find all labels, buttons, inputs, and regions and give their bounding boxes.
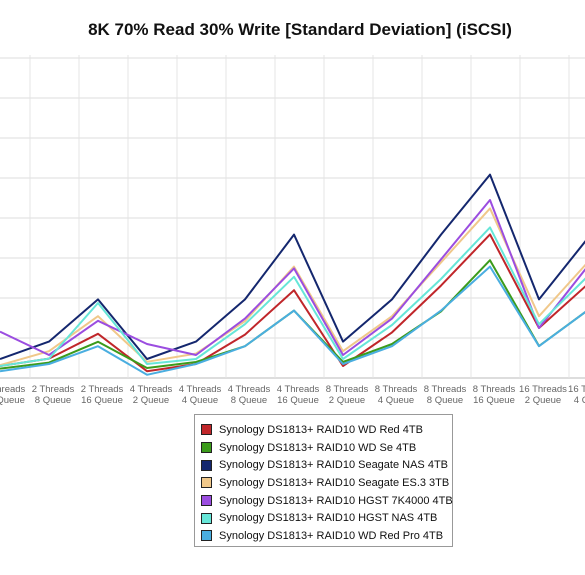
series-line [0,173,585,360]
legend: Synology DS1813+ RAID10 WD Red 4TB Synolo… [194,414,453,547]
legend-item[interactable]: Synology DS1813+ RAID10 Seagate ES.3 3TB [195,474,452,492]
legend-swatch [201,477,212,489]
series-line [0,199,585,356]
legend-item[interactable]: Synology DS1813+ RAID10 HGST 7K4000 4TB [195,492,453,510]
chart-title: 8K 70% Read 30% Write [Standard Deviatio… [88,20,512,39]
x-tick-label: 8 Threads 8 Queue [424,384,467,406]
grid-lines [0,55,585,379]
legend-label: Synology DS1813+ RAID10 WD Red 4TB [219,423,423,436]
legend-label: Synology DS1813+ RAID10 WD Se 4TB [219,441,417,454]
x-tick-label: 8 Threads 4 Queue [375,384,418,406]
legend-label: Synology DS1813+ RAID10 HGST NAS 4TB [219,512,438,525]
x-tick-label: 2 Threads 16 Queue [81,384,124,406]
series-line [0,226,585,367]
legend-item[interactable]: Synology DS1813+ RAID10 HGST NAS 4TB [195,509,452,527]
x-tick-label: 4 Threads 16 Queue [277,384,320,406]
legend-swatch [201,512,212,524]
series-line [0,207,585,367]
x-tick-label: 16 Threads 2 Queue [519,384,567,406]
series-line [0,265,585,376]
series-lines [0,173,585,376]
x-tick-label: 2 Threads 8 Queue [32,384,75,406]
x-tick-label: 8 Threads 16 Queue [473,384,516,406]
legend-item[interactable]: Synology DS1813+ RAID10 WD Red 4TB [195,421,452,439]
x-tick-label: 4 Threads 4 Queue [179,384,222,406]
legend-swatch [201,495,212,507]
series-line [0,233,585,373]
legend-swatch [201,442,212,454]
legend-label: Synology DS1813+ RAID10 HGST 7K4000 4TB [219,494,453,507]
legend-item[interactable]: Synology DS1813+ RAID10 WD Red Pro 4TB [195,527,452,545]
legend-item[interactable]: Synology DS1813+ RAID10 Seagate NAS 4TB [195,456,452,474]
legend-label: Synology DS1813+ RAID10 Seagate ES.3 3TB [219,476,450,489]
x-tick-label: 8 Threads 2 Queue [326,384,369,406]
legend-label: Synology DS1813+ RAID10 WD Red Pro 4TB [219,529,444,542]
legend-swatch [201,530,212,542]
x-tick-label: 4 Threads 2 Queue [130,384,173,406]
legend-label: Synology DS1813+ RAID10 Seagate NAS 4TB [219,459,448,472]
legend-item[interactable]: Synology DS1813+ RAID10 WD Se 4TB [195,439,452,457]
legend-swatch [201,459,212,471]
x-tick-label: 4 Threads 8 Queue [228,384,271,406]
legend-swatch [201,424,212,436]
